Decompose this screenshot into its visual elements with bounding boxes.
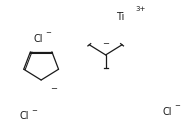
Text: Cl: Cl — [20, 111, 29, 121]
Text: −: − — [31, 108, 37, 114]
Text: Ti: Ti — [116, 12, 125, 22]
Text: −: − — [102, 39, 109, 48]
Text: −: − — [174, 103, 180, 109]
Text: −: − — [45, 30, 51, 36]
Text: Cl: Cl — [163, 107, 172, 117]
Text: 3+: 3+ — [136, 6, 146, 12]
Text: −: − — [50, 84, 57, 93]
Text: Cl: Cl — [33, 34, 43, 44]
